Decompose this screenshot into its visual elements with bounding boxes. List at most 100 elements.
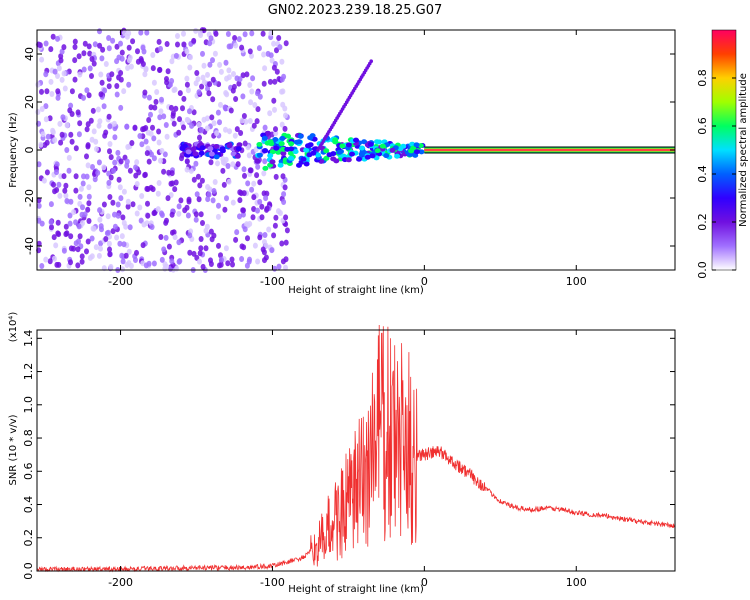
- noise-dot: [119, 252, 125, 259]
- signal-dot: [185, 149, 192, 155]
- noise-dot: [53, 242, 59, 249]
- noise-dot: [55, 219, 61, 226]
- signal-dot: [207, 146, 214, 152]
- noise-dot: [207, 40, 213, 47]
- noise-dot: [185, 87, 191, 94]
- noise-dot: [234, 75, 240, 82]
- noise-dot: [81, 173, 86, 180]
- noise-dot: [106, 35, 112, 41]
- snr-ytick-label: 0.2: [22, 529, 35, 547]
- noise-dot: [233, 42, 239, 49]
- noise-dot: [208, 159, 214, 166]
- noise-dot: [208, 35, 214, 42]
- noise-dot: [51, 255, 57, 262]
- noise-dot: [177, 116, 182, 123]
- noise-dot: [176, 239, 182, 246]
- noise-dot: [257, 179, 263, 186]
- noise-dot: [98, 71, 104, 78]
- noise-dot: [112, 159, 118, 166]
- noise-dot: [120, 266, 125, 273]
- signal-dot: [336, 149, 343, 155]
- noise-dot: [172, 234, 178, 241]
- noise-dot: [121, 220, 127, 226]
- signal-dot: [208, 151, 215, 157]
- noise-dot: [71, 209, 77, 216]
- noise-dot: [225, 260, 231, 267]
- noise-dot: [224, 75, 230, 82]
- noise-dot: [63, 223, 69, 230]
- noise-dot: [196, 196, 202, 203]
- signal-dot: [418, 149, 425, 155]
- noise-dot: [200, 74, 206, 81]
- spec-xtick-label: 100: [566, 275, 587, 288]
- noise-dot: [236, 36, 242, 43]
- spec-xtick-label: -200: [108, 275, 133, 288]
- colorbar-gradient: [711, 29, 737, 271]
- noise-dot: [274, 47, 279, 54]
- spec-ytick-label: -20: [23, 189, 36, 207]
- signal-dot: [198, 150, 205, 156]
- noise-dot: [39, 106, 45, 112]
- noise-dot: [86, 200, 92, 207]
- noise-dot: [254, 172, 260, 179]
- noise-dot: [201, 116, 207, 123]
- noise-dot: [80, 220, 85, 227]
- signal-dot: [256, 152, 263, 158]
- noise-dot: [68, 102, 74, 109]
- noise-dot: [121, 30, 127, 36]
- noise-dot: [271, 97, 277, 104]
- noise-dot: [124, 33, 130, 40]
- noise-dot: [262, 124, 268, 131]
- snr-xlabel: Height of straight line (km): [288, 584, 424, 595]
- noise-dot: [85, 206, 91, 213]
- noise-dot: [107, 148, 112, 155]
- colorbar-tick-label: 0.8: [696, 69, 709, 87]
- spec-ytick-label: 40: [23, 47, 36, 61]
- signal-dot: [361, 139, 368, 145]
- signal-dot: [374, 139, 380, 145]
- noise-dot: [129, 140, 135, 146]
- noise-dot: [199, 83, 205, 90]
- noise-dot: [178, 197, 184, 204]
- noise-dot: [61, 44, 67, 51]
- noise-dot: [241, 166, 247, 173]
- noise-dot: [119, 233, 125, 240]
- noise-dot: [210, 96, 216, 103]
- noise-dot: [254, 118, 260, 125]
- noise-dot: [232, 35, 238, 41]
- noise-dot: [200, 220, 205, 226]
- snr-xtick-label: -100: [260, 576, 285, 589]
- noise-dot: [152, 209, 158, 216]
- noise-dot: [179, 155, 184, 162]
- noise-dot: [200, 50, 205, 57]
- noise-dot: [223, 126, 228, 133]
- signal-dot: [226, 143, 233, 149]
- noise-dot: [130, 201, 136, 208]
- signal-dot: [264, 130, 271, 136]
- noise-dot: [125, 65, 131, 71]
- noise-dot: [168, 104, 174, 111]
- noise-dot: [186, 196, 192, 203]
- signal-dot: [303, 147, 310, 153]
- noise-dot: [66, 154, 72, 161]
- noise-dot: [117, 240, 123, 247]
- noise-dot: [78, 185, 84, 192]
- colorbar-tick-label: 0.6: [696, 117, 709, 135]
- noise-dot: [161, 113, 167, 120]
- noise-dot: [138, 217, 144, 224]
- noise-dot: [128, 262, 134, 269]
- noise-dot: [251, 194, 257, 201]
- noise-dot: [259, 203, 265, 210]
- noise-dot: [67, 220, 73, 227]
- noise-dot: [257, 198, 263, 205]
- noise-dot: [256, 45, 262, 52]
- noise-dot: [266, 226, 272, 233]
- noise-dot: [247, 82, 253, 88]
- noise-dot: [246, 152, 252, 159]
- noise-dot: [120, 214, 126, 221]
- noise-dot: [84, 126, 90, 133]
- noise-dot: [184, 204, 190, 211]
- noise-dot: [203, 245, 209, 252]
- noise-dot: [194, 70, 200, 76]
